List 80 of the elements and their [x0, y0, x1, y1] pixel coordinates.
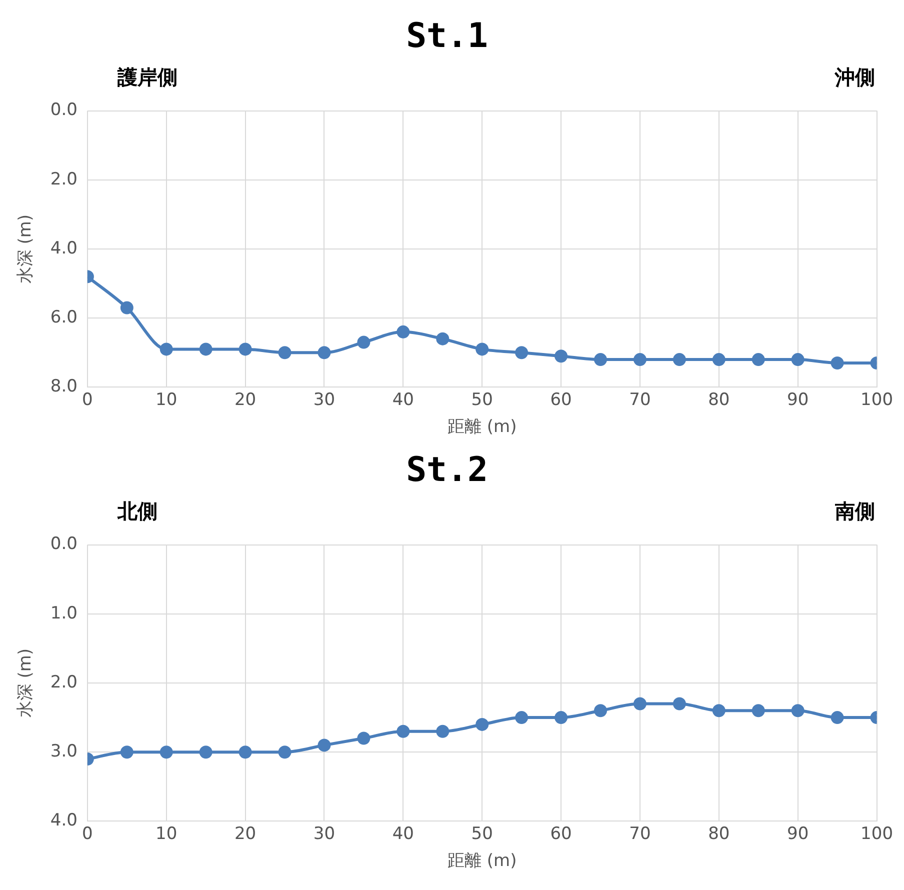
point	[672, 697, 686, 710]
point	[396, 325, 410, 338]
point	[752, 353, 765, 366]
x-tick-label: 10	[156, 390, 178, 410]
point	[752, 704, 765, 718]
point	[160, 746, 173, 759]
point	[357, 336, 370, 349]
point	[357, 732, 370, 745]
point	[120, 301, 134, 314]
x-tick-label: 80	[708, 390, 730, 410]
x-tick-label: 50	[471, 824, 493, 844]
x-tick-label: 0	[82, 824, 93, 844]
y-tick-label: 8.0	[50, 376, 78, 397]
y-tick-label: 4.0	[50, 810, 78, 831]
point	[278, 746, 292, 759]
x-tick-label: 20	[234, 824, 256, 844]
point	[830, 711, 844, 724]
point	[515, 711, 528, 724]
x-tick-label: 50	[471, 390, 493, 410]
y-axis-title: 水深 (m)	[16, 214, 36, 284]
point	[554, 711, 568, 724]
point	[554, 350, 568, 363]
point	[712, 353, 726, 366]
point	[318, 346, 331, 360]
x-tick-label: 100	[860, 824, 894, 844]
point	[120, 746, 134, 759]
y-tick-label: 3.0	[50, 742, 78, 762]
text: 沖側	[834, 65, 875, 90]
point	[160, 342, 173, 356]
point	[594, 704, 608, 718]
x-axis-title: 距離 (m)	[447, 851, 517, 872]
x-tick-label: 0	[82, 390, 93, 410]
x-tick-label: 70	[629, 390, 651, 410]
point	[278, 346, 292, 360]
chart-title: St.1	[406, 16, 488, 56]
point	[476, 718, 489, 731]
point	[436, 724, 450, 738]
x-tick-label: 100	[860, 390, 894, 410]
point	[712, 704, 726, 718]
text: 南側	[834, 499, 875, 524]
point	[633, 697, 646, 710]
text: 護岸側	[116, 65, 178, 90]
chart-title: St.2	[406, 450, 488, 490]
x-tick-label: 60	[550, 390, 572, 410]
x-tick-label: 40	[392, 824, 414, 844]
y-tick-label: 0.0	[50, 534, 78, 554]
point	[318, 738, 331, 752]
y-axis-title: 水深 (m)	[16, 648, 36, 718]
point	[436, 332, 450, 346]
point	[594, 353, 608, 366]
x-tick-label: 20	[234, 390, 256, 410]
x-axis-title: 距離 (m)	[447, 417, 517, 438]
x-tick-label: 60	[550, 824, 572, 844]
point	[238, 746, 252, 759]
y-tick-label: 0.0	[50, 100, 78, 120]
text: 北側	[116, 499, 158, 524]
point	[476, 342, 489, 356]
point	[199, 746, 212, 759]
x-tick-label: 30	[313, 390, 336, 410]
y-tick-label: 2.0	[50, 672, 78, 692]
y-tick-label: 4.0	[50, 238, 78, 258]
y-tick-label: 6.0	[50, 308, 78, 328]
point	[396, 724, 410, 738]
x-tick-label: 80	[708, 824, 730, 844]
point	[633, 353, 646, 366]
x-tick-label: 40	[392, 390, 414, 410]
point	[791, 353, 804, 366]
point	[672, 353, 686, 366]
y-tick-label: 1.0	[50, 603, 78, 624]
point	[791, 704, 804, 718]
point	[199, 342, 212, 356]
x-tick-label: 10	[156, 824, 178, 844]
point	[830, 356, 844, 370]
point	[515, 346, 528, 360]
x-tick-label: 90	[787, 824, 809, 844]
point	[238, 342, 252, 356]
x-tick-label: 70	[629, 824, 651, 844]
y-tick-label: 2.0	[50, 169, 78, 190]
x-tick-label: 90	[787, 390, 809, 410]
x-tick-label: 30	[313, 824, 336, 844]
